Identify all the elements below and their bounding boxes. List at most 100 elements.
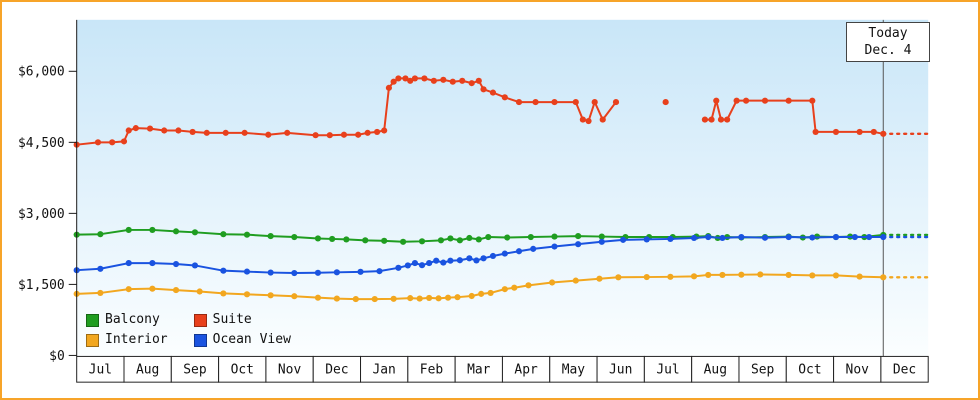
x-axis-month-cell [218, 355, 267, 383]
data-point [312, 132, 319, 139]
data-point [220, 231, 227, 238]
data-point [146, 125, 154, 132]
data-point [724, 116, 731, 123]
data-point [501, 94, 508, 101]
x-axis-month-cell [691, 355, 740, 383]
data-point [407, 77, 414, 84]
data-point [485, 233, 492, 241]
data-point [598, 238, 605, 245]
data-point [125, 127, 132, 134]
series-suite [73, 75, 930, 148]
x-axis-month-label: Oct [231, 363, 254, 378]
data-point [196, 288, 203, 295]
data-point [243, 231, 251, 238]
x-axis-month-label: Jan [373, 363, 396, 378]
x-axis-month-label: Aug [704, 363, 727, 378]
data-point [362, 237, 369, 244]
data-point [243, 291, 251, 298]
data-point [447, 235, 454, 242]
data-point [865, 233, 873, 241]
data-point [333, 295, 340, 302]
data-point [690, 234, 698, 242]
data-point [241, 129, 248, 136]
x-axis-month-label: Sep [183, 363, 206, 378]
data-point [525, 282, 532, 289]
x-axis-month-label: Nov [846, 363, 870, 378]
x-axis-month-label: Dec [893, 363, 916, 378]
data-point [404, 262, 411, 269]
data-point [667, 273, 674, 280]
data-point [243, 268, 251, 275]
data-point [172, 287, 180, 294]
data-point [376, 268, 383, 275]
data-point [125, 286, 132, 293]
legend-item-ocean-view: Ocean View [193, 332, 291, 348]
data-point [856, 128, 863, 135]
data-point [717, 116, 725, 123]
data-point [667, 235, 674, 243]
data-point [390, 295, 397, 302]
data-point [374, 128, 381, 135]
data-point [466, 255, 473, 262]
data-point [125, 226, 132, 234]
data-point [435, 295, 442, 302]
x-axis-month-cell [170, 355, 220, 383]
y-tick-label: $1,500 [18, 278, 65, 293]
legend-item-balcony: Balcony [86, 312, 168, 328]
data-point [456, 257, 463, 264]
data-point [532, 99, 539, 106]
data-point [440, 259, 447, 266]
x-axis-month-label: Mar [467, 363, 491, 378]
data-point [480, 86, 487, 93]
data-point [433, 257, 440, 264]
legend-item-suite: Suite [193, 312, 291, 328]
x-axis-month-label: Nov [278, 363, 302, 378]
data-point [809, 234, 816, 241]
data-point [551, 243, 558, 250]
data-point [421, 75, 428, 82]
legend: Balcony Suite Interior Ocean View [86, 312, 291, 348]
data-point [149, 285, 156, 292]
y-tick-label: $3,000 [18, 207, 65, 222]
data-point [719, 234, 726, 242]
data-point [832, 128, 840, 135]
data-point [738, 233, 745, 241]
data-point [832, 233, 840, 241]
data-point [515, 99, 523, 106]
data-point [314, 294, 322, 301]
x-axis-month-cell [833, 355, 882, 383]
y-tick-label: $6,000 [18, 65, 65, 80]
data-point [267, 269, 274, 276]
data-point [390, 78, 397, 85]
data-point [480, 255, 487, 262]
data-point [549, 279, 556, 286]
data-point [426, 294, 433, 301]
data-point [407, 295, 414, 302]
data-point [785, 97, 792, 104]
data-point [97, 289, 104, 296]
legend-label-ocean-view: Ocean View [212, 332, 291, 347]
x-axis-month-cell [643, 355, 693, 383]
data-point [97, 231, 104, 238]
data-point [395, 264, 402, 271]
data-point [411, 75, 419, 82]
data-point [400, 238, 407, 245]
data-point [870, 128, 877, 135]
data-point [468, 292, 475, 300]
data-point [418, 262, 426, 269]
data-point [690, 273, 698, 280]
data-point [511, 284, 518, 291]
data-point [109, 139, 116, 146]
data-point [809, 272, 816, 279]
interior-swatch-icon [86, 333, 99, 347]
data-point [662, 99, 669, 106]
data-point [191, 229, 199, 236]
data-point [596, 275, 603, 282]
data-point [430, 77, 437, 84]
data-point [329, 235, 336, 243]
x-axis-month-label: Jul [656, 363, 679, 378]
data-point [371, 296, 378, 303]
data-point [267, 292, 274, 299]
data-point [333, 269, 340, 276]
